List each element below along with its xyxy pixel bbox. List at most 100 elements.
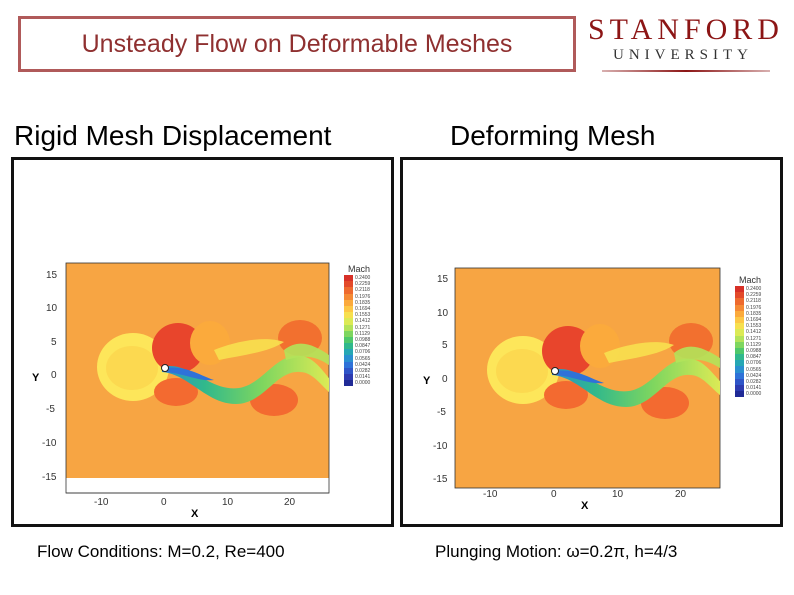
left-y-axis-title: Y	[32, 372, 40, 384]
legend-value: 0.0282	[355, 368, 371, 375]
right-y-tick: -10	[433, 441, 448, 452]
legend-value: 0.2118	[355, 287, 370, 294]
legend-swatch	[344, 355, 353, 362]
legend-swatch	[344, 318, 353, 325]
left-y-tick: 5	[51, 337, 57, 348]
legend-value: 0.0706	[355, 349, 371, 356]
legend-swatch	[735, 341, 744, 348]
logo-main-text: STANFORD	[588, 13, 784, 46]
legend-swatch	[344, 305, 353, 313]
right-x-tick: 20	[675, 489, 687, 500]
right-x-tick: -10	[483, 489, 498, 500]
left-y-tick: -5	[46, 404, 55, 415]
left-x-tick: 10	[222, 497, 234, 508]
legend-value: 0.0141	[746, 385, 762, 392]
legend-value: 0.0988	[746, 348, 762, 355]
right-x-axis-title: X	[581, 500, 589, 512]
legend-swatch	[735, 385, 744, 392]
legend-value: 0.1412	[746, 329, 762, 336]
legend-swatch	[735, 329, 744, 336]
left-plot-panel: Y X 15 10 5 0 -5 -10 -15 -10 0 10 20 Mac…	[11, 157, 394, 527]
right-wake	[552, 358, 720, 407]
right-y-tick: 5	[442, 340, 448, 351]
legend-swatch	[344, 380, 353, 387]
legend-value: 0.1412	[355, 318, 371, 325]
right-panel-title: Deforming Mesh	[450, 120, 656, 151]
legend-swatch	[344, 287, 353, 294]
legend-value: 0.2400	[746, 286, 762, 292]
legend-value: 0.0988	[355, 337, 371, 344]
legend-swatch	[735, 354, 744, 361]
left-red-lobe-top	[152, 323, 204, 373]
legend-value: 0.1271	[355, 324, 371, 331]
left-cylinder	[161, 364, 169, 372]
left-y-tick: 15	[46, 270, 58, 281]
right-flow-field	[454, 267, 721, 489]
legend-swatch	[735, 378, 744, 385]
legend-value: 0.2259	[746, 292, 762, 299]
legend-swatch	[735, 304, 744, 311]
legend-value: 0.1129	[746, 341, 761, 348]
right-y-tick: -15	[433, 474, 448, 485]
left-caption: Flow Conditions: M=0.2, Re=400	[37, 542, 285, 561]
left-wake	[162, 355, 329, 404]
legend-value: 0.1694	[355, 306, 371, 313]
legend-swatch	[344, 343, 353, 350]
right-legend-title: Mach	[739, 275, 762, 285]
stanford-logo: STANFORD UNIVERSITY	[588, 13, 784, 76]
right-legend-swatches	[735, 286, 744, 398]
legend-swatch	[735, 335, 744, 342]
left-y-tick: -15	[42, 472, 57, 483]
legend-value: 0.1976	[355, 293, 371, 300]
legend-swatch	[735, 372, 744, 379]
legend-value: 0.0000	[746, 391, 762, 398]
legend-swatch	[735, 347, 744, 355]
right-y-tick: 10	[437, 308, 449, 319]
legend-value: 0.0424	[746, 372, 762, 379]
right-caption: Plunging Motion: ω=0.2π, h=4/3	[435, 542, 678, 561]
logo-sub-text: UNIVERSITY	[613, 47, 753, 63]
legend-swatch	[344, 330, 353, 337]
legend-value: 0.1835	[355, 299, 371, 306]
right-y-tick: 15	[437, 274, 449, 285]
legend-value: 0.1129	[355, 330, 370, 337]
legend-swatch	[735, 316, 744, 324]
legend-value: 0.2118	[746, 298, 761, 305]
left-x-tick: 0	[161, 497, 167, 508]
right-y-axis-title: Y	[423, 375, 431, 387]
left-x-tick: 20	[284, 497, 296, 508]
legend-swatch	[735, 323, 744, 330]
left-legend: 0.2400 0.2259 0.2118 0.1976 0.1835 0.1694 0.15…	[344, 275, 370, 387]
legend-value: 0.0424	[355, 361, 371, 368]
title-box: Unsteady Flow on Deformable Meshes	[18, 16, 576, 72]
legend-swatch	[735, 292, 744, 299]
left-legend-swatches	[344, 275, 353, 387]
legend-swatch	[735, 310, 744, 317]
legend-swatch	[344, 336, 353, 344]
legend-value: 0.0282	[746, 379, 762, 386]
legend-value: 0.0847	[355, 343, 371, 350]
left-legend-labels: 0.2400 0.2259 0.2118 0.1976 0.1835 0.1694 0.15…	[355, 275, 370, 387]
legend-swatch	[735, 360, 744, 367]
legend-value: 0.1553	[355, 312, 371, 319]
legend-swatch	[344, 312, 353, 319]
legend-value: 0.1694	[746, 317, 762, 324]
legend-swatch	[344, 361, 353, 368]
legend-swatch	[344, 324, 353, 331]
right-legend: 0.2400 0.2259 0.2118 0.1976 0.1835 0.1694 0.15…	[735, 286, 761, 398]
legend-swatch	[344, 374, 353, 381]
legend-swatch	[735, 366, 744, 373]
legend-value: 0.0565	[355, 355, 371, 362]
left-y-tick: -10	[42, 438, 57, 449]
legend-value: 0.1271	[746, 335, 762, 342]
left-y-tick: 0	[51, 370, 57, 381]
right-red-lobe-top	[542, 326, 594, 376]
right-y-tick: -5	[437, 407, 446, 418]
legend-swatch	[344, 275, 353, 282]
legend-value: 0.1835	[746, 310, 762, 317]
legend-value: 0.1976	[746, 304, 762, 311]
logo-underline	[602, 70, 770, 72]
slide-title: Unsteady Flow on Deformable Meshes	[81, 29, 513, 58]
legend-swatch	[735, 298, 744, 305]
legend-value: 0.2400	[355, 275, 371, 281]
